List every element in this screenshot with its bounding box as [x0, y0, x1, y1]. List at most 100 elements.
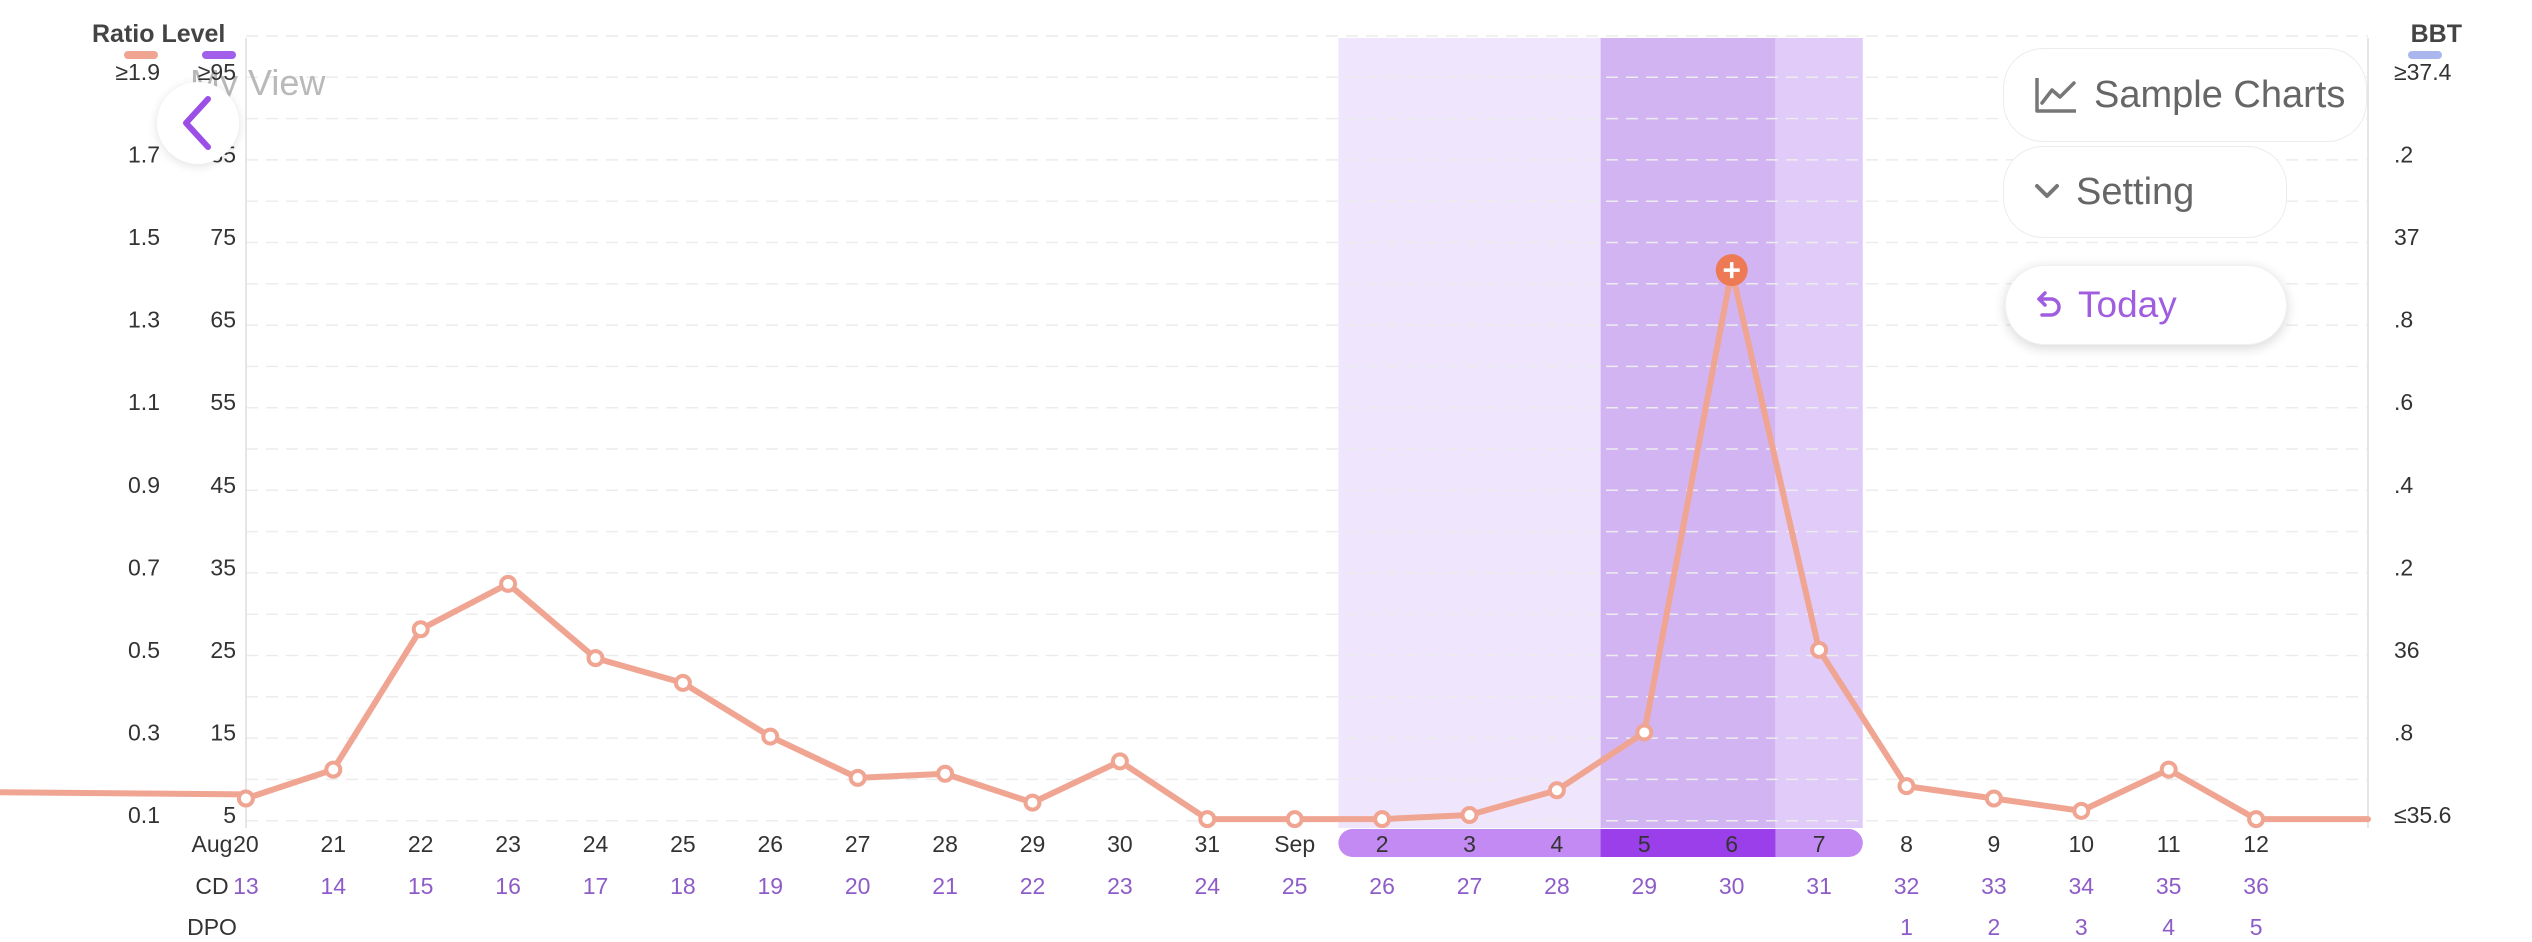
cd-value: 16 [495, 873, 521, 899]
right-axis-bbt: ≥37.4 .2 37 .8 .6 .4 .2 36 .8 ≤35.6 [2394, 59, 2452, 828]
chevron-left-icon [183, 96, 211, 150]
date-label: 20 [233, 831, 259, 857]
bbt-tick-label: .2 [2394, 142, 2413, 168]
ratio-tick-label: 0.1 [128, 802, 160, 828]
ratio-tick-label: 1.1 [128, 389, 160, 415]
bbt-legend-swatch [2408, 51, 2442, 59]
data-point [236, 789, 255, 808]
ratio-tick-label: 1.3 [128, 307, 160, 333]
cd-value: 19 [758, 873, 784, 899]
ratio-legend-swatch [124, 51, 158, 59]
data-point [848, 768, 867, 787]
cd-value: 36 [2243, 873, 2269, 899]
data-point [1984, 789, 2003, 808]
date-label: 28 [932, 831, 958, 857]
data-point [761, 727, 780, 746]
cd-value: 20 [845, 873, 871, 899]
left-axis-ratio: ≥1.9 1.7 1.5 1.3 1.1 0.9 0.7 0.5 0.3 0.1 [115, 59, 160, 828]
cd-value: 30 [1719, 873, 1745, 899]
date-label: 2 [1376, 831, 1389, 857]
data-point [586, 649, 605, 668]
data-point [936, 764, 955, 783]
data-point [1547, 781, 1566, 800]
date-label: 11 [2157, 831, 2181, 857]
cd-value: 33 [1981, 873, 2007, 899]
post-peak-band [1775, 38, 1863, 828]
cd-value: 35 [2156, 873, 2182, 899]
data-point [1023, 793, 1042, 812]
level-tick-label: 5 [223, 802, 236, 828]
data-point [1373, 810, 1392, 829]
data-point [1198, 810, 1217, 829]
cd-value: 15 [408, 873, 434, 899]
ratio-tick-label: 0.5 [128, 637, 160, 663]
setting-label: Setting [2076, 170, 2195, 213]
line-chart-icon [2034, 75, 2078, 115]
level-tick-label: 45 [210, 472, 236, 498]
data-point [2159, 760, 2178, 779]
ratio-series-points [236, 254, 2266, 829]
cd-value: 28 [1544, 873, 1570, 899]
data-point [1810, 640, 1829, 659]
bbt-tick-label: .8 [2394, 307, 2413, 333]
fertile-window-bands [1338, 38, 1863, 828]
data-point [2072, 801, 2091, 820]
level-tick-label: 15 [210, 719, 236, 745]
date-label: 31 [1195, 831, 1221, 857]
cd-value: 24 [1195, 873, 1221, 899]
date-label: 26 [758, 831, 784, 857]
date-label: 8 [1900, 831, 1913, 857]
setting-button[interactable]: Setting [2003, 146, 2287, 238]
ratio-tick-label: 0.3 [128, 719, 160, 745]
dpo-row-label: DPO [187, 914, 237, 940]
data-point [2247, 810, 2266, 829]
level-legend-swatch [202, 51, 236, 59]
peak-days-band [1600, 38, 1776, 828]
date-label: 27 [845, 831, 871, 857]
sample-charts-label: Sample Charts [2094, 73, 2346, 116]
cd-value: 17 [583, 873, 609, 899]
level-tick-label: 65 [210, 307, 236, 333]
data-point [1635, 723, 1654, 742]
date-label: 12 [2243, 831, 2269, 857]
cd-value: 32 [1894, 873, 1920, 899]
bbt-tick-label: ≥37.4 [2394, 59, 2452, 85]
chevron-down-icon [2034, 183, 2060, 201]
data-point [673, 673, 692, 692]
cd-value: 25 [1282, 873, 1308, 899]
left-axis-level: ≥9585756555453525155 [198, 59, 236, 828]
data-point [499, 574, 518, 593]
peak-pill [1600, 829, 1776, 857]
bbt-tick-label: .4 [2394, 472, 2413, 498]
date-label: 4 [1551, 831, 1564, 857]
bbt-tick-label: ≤35.6 [2394, 802, 2451, 828]
date-label: 5 [1638, 831, 1651, 857]
cd-value: 34 [2069, 873, 2095, 899]
cd-value: 26 [1369, 873, 1395, 899]
level-tick-label: 35 [210, 554, 236, 580]
date-label: 25 [670, 831, 696, 857]
today-button[interactable]: Today [2005, 265, 2287, 345]
data-point [324, 760, 343, 779]
cd-value: 21 [932, 873, 958, 899]
date-label: Aug [192, 831, 233, 857]
date-label: 6 [1725, 831, 1738, 857]
ratio-tick-label: 0.9 [128, 472, 160, 498]
sample-charts-button[interactable]: Sample Charts [2003, 48, 2367, 142]
date-label: 7 [1813, 831, 1826, 857]
dpo-value: 1 [1900, 914, 1913, 940]
data-point [1460, 806, 1479, 824]
level-tick-label: 55 [210, 389, 236, 415]
date-label: 23 [495, 831, 521, 857]
cd-value: 23 [1107, 873, 1133, 899]
date-label: 10 [2069, 831, 2095, 857]
ratio-series-line [0, 267, 2371, 823]
level-tick-label: 75 [210, 224, 236, 250]
dpo-value: 4 [2162, 914, 2175, 940]
cycle-day-row: CD 13 14 15 16 17 18 19 20 21 22 23 24 25 26 27 28 29 30 31… [195, 873, 2269, 899]
back-button[interactable] [157, 82, 239, 164]
date-label: Sep [1274, 831, 1315, 857]
cd-value: 27 [1457, 873, 1483, 899]
date-row: Aug 20 21 22 23 24 25 26 27 28 29 30 31 Sep 2 3 4 5 6 7 8 9 10… [192, 831, 2269, 857]
